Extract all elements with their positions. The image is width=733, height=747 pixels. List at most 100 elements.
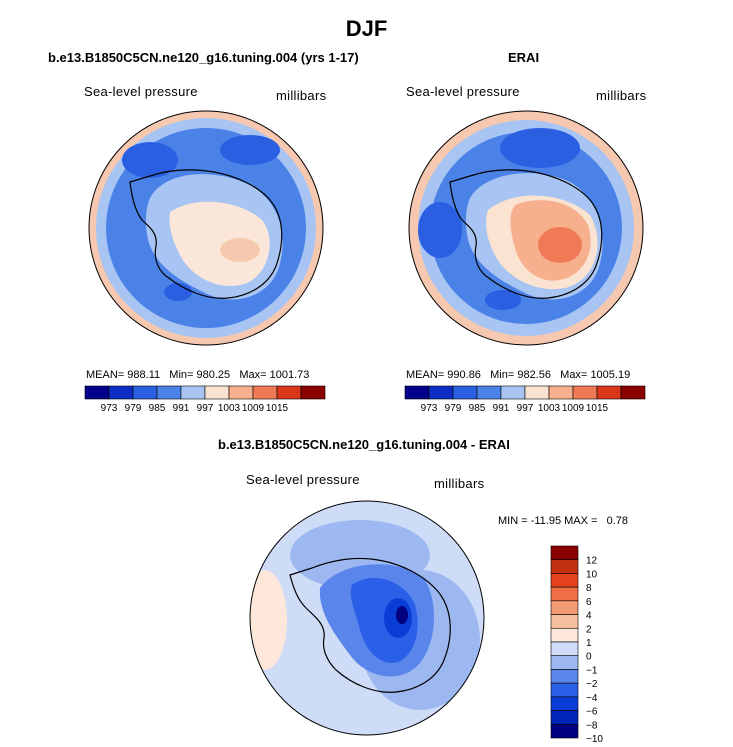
obs-map-low3 (485, 290, 521, 310)
obs-colorbar-bin (476, 385, 502, 400)
obs-stats: MEAN= 990.86 Min= 982.56 Max= 1005.19 (406, 369, 630, 381)
obs-map (409, 111, 643, 345)
diff-colorbar-bin (550, 641, 579, 657)
model-map-coastline (129, 169, 283, 299)
model-max-value: 1001.73 (269, 369, 310, 381)
model-colorbar-tick-label: 991 (173, 403, 190, 414)
obs-colorbar-bin (404, 385, 430, 400)
model-max-label: Max= (239, 369, 267, 381)
obs-colorbar-tick-label: 973 (421, 403, 438, 414)
model-map-low3 (164, 283, 192, 301)
diff-colorbar-tick-label: −2 (586, 679, 598, 690)
model-colorbar-tick-label: 997 (197, 403, 214, 414)
model-colorbar-bin (180, 385, 206, 400)
model-min-label: Min= (169, 369, 194, 381)
model-map (89, 111, 323, 345)
obs-colorbar-tick-label: 991 (493, 403, 510, 414)
obs-map-low1 (500, 128, 580, 168)
obs-colorbar-tick-label: 1009 (562, 403, 585, 414)
obs-map-peak (538, 227, 582, 263)
obs-colorbar-bin (548, 385, 574, 400)
obs-colorbar-bin (572, 385, 598, 400)
model-map-plateau (169, 201, 270, 286)
obs-panel-title: ERAI (508, 50, 540, 65)
diff-colorbar-bin (550, 682, 579, 698)
obs-max-label: Max= (560, 369, 588, 381)
model-colorbar-tick-label: 979 (125, 403, 142, 414)
obs-colorbar-tick-label: 979 (445, 403, 462, 414)
diff-colorbar-bin (550, 627, 579, 643)
diff-variable-label: Sea-level pressure (246, 472, 360, 487)
model-mean-label: MEAN= (86, 369, 125, 381)
model-units-label: millibars (276, 88, 327, 103)
diff-colorbar-tick-label: 6 (586, 597, 592, 608)
obs-map-low2 (418, 202, 462, 258)
diff-colorbar-tick-label: −4 (586, 693, 598, 704)
model-map-low2 (220, 135, 280, 165)
diff-colorbar-bin (550, 669, 579, 684)
diff-map-coastline (289, 557, 451, 693)
diff-colorbar-bin (550, 573, 579, 588)
diff-colorbar-tick-label: 10 (586, 569, 598, 580)
diff-colorbar-tick-label: 8 (586, 583, 592, 594)
model-colorbar: 973 979 985 991 997 1003 1009 1015 (84, 385, 326, 414)
model-colorbar-bin (84, 385, 110, 400)
obs-min-label: Min= (490, 369, 515, 381)
model-colorbar-bin (300, 385, 326, 400)
diff-colorbar-tick-label: −6 (586, 707, 598, 718)
diff-colorbar-bin (550, 614, 579, 629)
diff-map-border (249, 500, 485, 736)
diff-colorbar-tick-label: 4 (586, 611, 592, 622)
diff-colorbar-tick-label: −10 (586, 734, 603, 745)
model-mean-value: 988.11 (127, 369, 161, 381)
obs-colorbar-bin (452, 385, 478, 400)
obs-colorbar-bin (500, 385, 526, 400)
figure-title: DJF (345, 16, 388, 41)
diff-colorbar-tick-label: −8 (586, 720, 598, 731)
obs-colorbar-bin (596, 385, 622, 400)
diff-panel-title: b.e13.B1850C5CN.ne120_g16.tuning.004 - E… (218, 437, 510, 452)
diff-colorbar-bin (550, 559, 579, 574)
diff-colorbar-tick-label: 1 (586, 638, 592, 649)
obs-max-value: 1005.19 (590, 369, 631, 381)
obs-colorbar-tick-label: 1003 (538, 403, 561, 414)
obs-colorbar: 973 979 985 991 997 1003 1009 1015 (404, 385, 646, 414)
model-colorbar-bin (276, 385, 302, 400)
model-colorbar-tick-label: 985 (149, 403, 166, 414)
obs-colorbar-tick-label: 1015 (586, 403, 609, 414)
model-map-border (88, 110, 324, 346)
model-colorbar-bin (252, 385, 278, 400)
obs-mean-label: MEAN= (406, 369, 445, 381)
model-colorbar-bin (132, 385, 158, 400)
obs-colorbar-bin (620, 385, 646, 400)
diff-colorbar-tick-label: −1 (586, 665, 598, 676)
model-min-value: 980.25 (196, 369, 231, 381)
obs-mean-value: 990.86 (447, 369, 481, 381)
diff-colorbar-tick-label: 2 (586, 624, 592, 635)
diff-colorbar-bin (550, 545, 579, 561)
diff-colorbar-bin (550, 586, 579, 602)
diff-colorbar-tick-label: 0 (586, 652, 592, 663)
diff-colorbar-bin (550, 655, 579, 670)
diff-colorbar-tick-label: 12 (586, 556, 598, 567)
model-colorbar-tick-label: 973 (101, 403, 118, 414)
obs-min-value: 982.56 (517, 369, 551, 381)
model-variable-label: Sea-level pressure (84, 84, 198, 99)
model-map-low1 (122, 142, 178, 178)
model-colorbar-bin (156, 385, 182, 400)
model-colorbar-tick-label: 1009 (242, 403, 265, 414)
model-stats: MEAN= 988.11 Min= 980.25 Max= 1001.73 (86, 369, 309, 381)
model-colorbar-bin (204, 385, 230, 400)
model-colorbar-tick-label: 1003 (218, 403, 241, 414)
obs-map-coastline (449, 169, 603, 299)
diff-minmax: MIN = -11.95 MAX = 0.78 (498, 515, 629, 527)
diff-map-positive (250, 570, 287, 670)
obs-colorbar-bin (524, 385, 550, 400)
diff-map (250, 501, 484, 735)
obs-colorbar-tick-label: 985 (469, 403, 486, 414)
obs-colorbar-tick-label: 997 (517, 403, 534, 414)
model-panel-title: b.e13.B1850C5CN.ne120_g16.tuning.004 (yr… (48, 50, 359, 65)
diff-units-label: millibars (434, 476, 485, 491)
